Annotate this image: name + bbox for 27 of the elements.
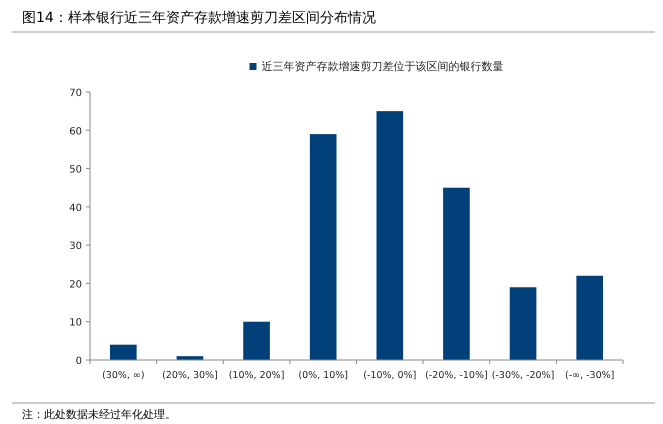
x-tick-label: (-∞, -30%] — [565, 370, 614, 381]
y-tick-label: 70 — [69, 88, 82, 99]
x-tick-label: (20%, 30%] — [162, 370, 218, 381]
x-tick-label: (-10%, 0%] — [363, 370, 416, 381]
bar — [510, 287, 536, 360]
y-tick-label: 0 — [76, 356, 82, 367]
y-tick-label: 40 — [69, 202, 82, 214]
bar — [443, 188, 470, 360]
bar — [176, 356, 204, 360]
bar — [376, 111, 404, 360]
text: 注：此处数据未经过年化处理。 — [22, 408, 176, 421]
y-tick-label: 60 — [69, 126, 82, 138]
x-tick-label: (10%, 20%] — [228, 370, 284, 381]
bar — [576, 276, 604, 360]
x-tick-label: (30%, ∞) — [102, 370, 145, 381]
bar — [110, 344, 137, 360]
y-tick-label: 30 — [69, 241, 82, 252]
chart-title: 图14：样本银行近三年资产存款增速剪刀差区间分布情况 — [22, 10, 376, 26]
y-tick-label: 20 — [69, 279, 82, 290]
y-tick-label: 10 — [69, 318, 82, 329]
bar — [310, 134, 337, 360]
legend-label: 近三年资产存款增速剪刀差位于该区间的银行数量 — [262, 60, 504, 73]
y-tick-label: 50 — [69, 164, 82, 176]
x-tick-label: (-20%, -10%] — [425, 370, 488, 381]
x-tick-label: (-30%, -20%] — [492, 370, 554, 381]
x-tick-label: (0%, 10%] — [298, 370, 348, 381]
bar — [243, 322, 270, 360]
